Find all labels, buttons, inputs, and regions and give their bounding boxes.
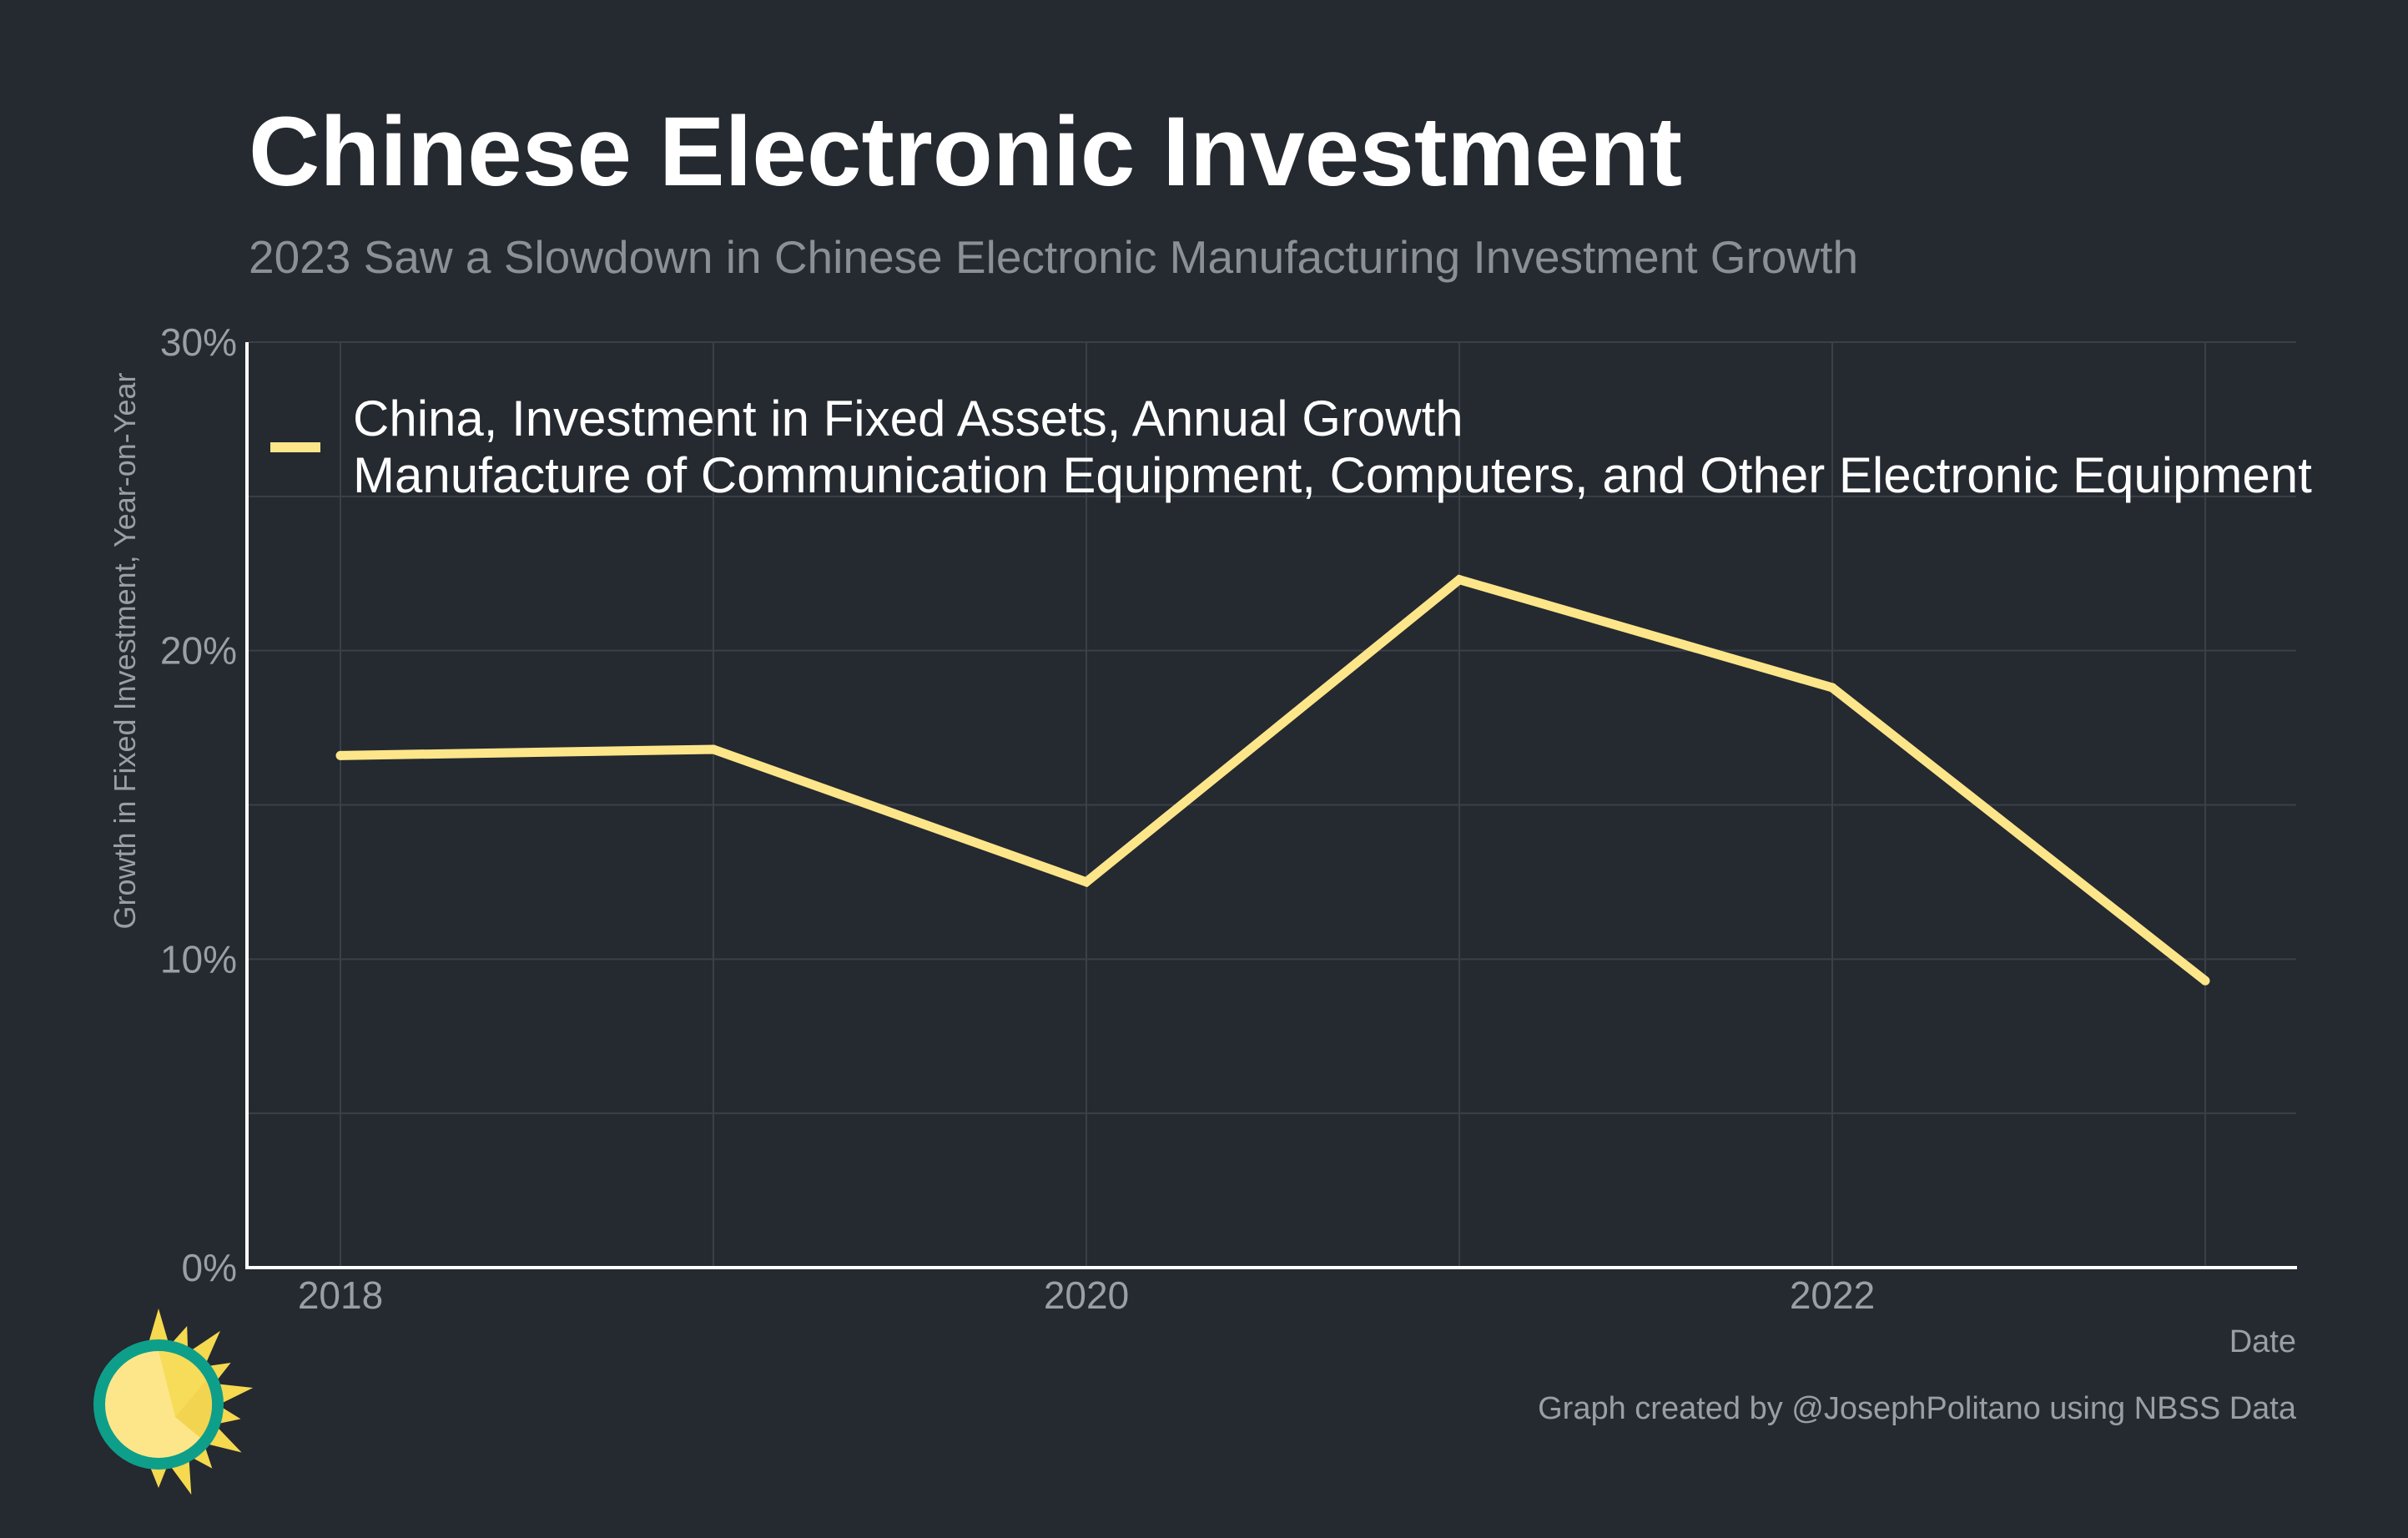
y-tick-label: 10% [160,937,237,981]
x-tick-label: 2020 [1044,1273,1129,1317]
y-tick-label: 30% [160,320,237,364]
x-axis-ticks: 2018 2020 2022 [298,1273,1875,1317]
x-axis-label: Date [2229,1324,2296,1359]
chart-subtitle: 2023 Saw a Slowdown in Chinese Electroni… [249,231,1858,283]
x-tick-label: 2022 [1790,1273,1875,1317]
legend: China, Investment in Fixed Assets, Annua… [270,391,2312,503]
legend-label-line2: Manufacture of Communication Equipment, … [353,447,2312,503]
series-point [1454,575,1464,585]
series-point [1081,877,1091,887]
series-points [335,575,2210,986]
series-point [2200,976,2210,986]
x-tick-label: 2018 [298,1273,383,1317]
chart-title: Chinese Electronic Investment [249,97,1682,207]
credit-text: Graph created by @JosephPolitano using N… [1538,1391,2297,1426]
y-tick-label: 20% [160,629,237,673]
y-tick-label: 0% [182,1246,237,1289]
series-point [1827,683,1837,693]
sun-logo-icon [93,1309,254,1495]
legend-label-line1: China, Investment in Fixed Assets, Annua… [353,391,1463,446]
y-axis-ticks: 0% 10% 20% 30% [160,320,237,1289]
series-point [708,744,718,754]
y-axis-label: Growth in Fixed Investment, Year-on-Year [108,372,142,929]
series-point [335,750,345,760]
series-line [340,574,2209,985]
grid [249,341,2296,1268]
